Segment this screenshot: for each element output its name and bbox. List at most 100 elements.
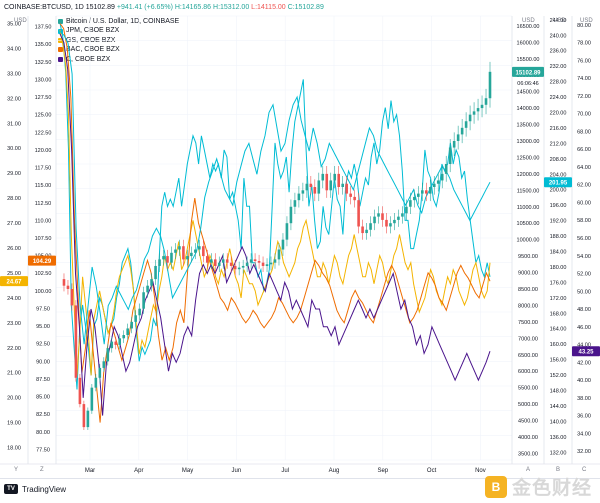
price-badges: 15102.89 06:06:46 201.95 43.25 104.29 24.67	[0, 66, 600, 357]
axis-tick-label: 11000.00	[517, 205, 540, 211]
candle-body	[178, 246, 181, 250]
candle-body	[413, 196, 416, 201]
legend-swatch	[58, 56, 63, 62]
axis-tick-label: 20.00	[7, 396, 21, 402]
candle-body	[337, 173, 341, 188]
candle-body	[401, 213, 404, 217]
axis-tick-label: 68.00	[577, 129, 591, 135]
axis-tick-label: 5000.00	[518, 402, 538, 408]
candle-body	[281, 239, 285, 250]
axis-tick-label: 13500.00	[517, 123, 540, 129]
axis-tick-label: 7000.00	[518, 336, 538, 342]
c-price-axis[interactable]: 80.00 78.00 76.00 74.00 72.00 70.00 68.00 66.00…	[577, 23, 591, 455]
axis-tick-label: 74.00	[577, 76, 591, 82]
candle-body	[206, 256, 209, 263]
candle-body	[476, 108, 480, 112]
axis-tick-label: 196.00	[550, 203, 567, 209]
x-tick-label: May	[182, 468, 193, 474]
candle-body	[289, 206, 293, 224]
series-line	[59, 33, 491, 416]
candle-body	[373, 216, 376, 224]
candle-body	[237, 267, 241, 270]
axis-tick-label: 140.00	[550, 419, 567, 425]
axis-tick-label: 15500.00	[517, 57, 540, 63]
axis-tick-label: 12500.00	[517, 155, 540, 161]
badge-btc-time: 06:06:46	[517, 81, 538, 87]
axis-tick-label: 9000.00	[518, 271, 538, 277]
axis-tick-label: 50.00	[577, 289, 591, 295]
candle-body	[221, 259, 225, 263]
legend-swatch	[58, 47, 63, 53]
btc-price-axis[interactable]: 16500.0016000.0015500.0015000.0014500.00…	[517, 24, 540, 458]
axis-tick-label: 35.00	[7, 21, 21, 27]
legend-item-bac[interactable]: BAC, CBOE BZX	[58, 45, 179, 54]
candle-body	[182, 246, 185, 260]
watermark-logo-icon: B	[484, 475, 507, 498]
axis-tick-label: 92.50	[36, 342, 50, 348]
series-line	[59, 30, 491, 376]
candle-body	[381, 213, 384, 220]
tradingview-brand[interactable]: TV TradingView	[4, 484, 66, 494]
axis-tick-label: 8500.00	[518, 287, 538, 293]
candle-body	[317, 180, 321, 194]
axis-tick-label: 29.00	[7, 171, 21, 177]
axis-tick-label: 112.50	[35, 201, 51, 207]
axis-tick-label: 16000.00	[517, 40, 540, 46]
candle-body	[194, 249, 197, 253]
axis-tick-label: 176.00	[550, 280, 567, 286]
axis-tick-label: 216.00	[550, 126, 567, 132]
axis-tick-label: 232.00	[550, 64, 567, 70]
axis-tick-label: 10500.00	[517, 221, 540, 227]
candle-body	[154, 265, 157, 280]
axis-tick-label: 120.00	[35, 148, 52, 154]
x-tick-label: Jul	[281, 468, 289, 474]
axis-tick-label: 244.00	[550, 18, 567, 24]
candle-body	[484, 98, 488, 105]
axis-tick-label: 156.00	[550, 358, 567, 364]
symbol-name[interactable]: COINBASE:BTCUSD	[4, 4, 71, 11]
candle-body	[460, 127, 464, 135]
axis-tick-label: 224.00	[550, 95, 567, 101]
candle-body	[229, 262, 233, 266]
candle-body	[369, 223, 372, 230]
candle-body	[94, 377, 98, 388]
badge-bac-bg	[0, 276, 28, 287]
axis-tick-label: 18.00	[7, 446, 21, 452]
axis-letter-y: Y	[14, 467, 18, 473]
axis-header-r2: USD	[553, 18, 566, 24]
legend-label: BAC, CBOE BZX	[66, 46, 120, 54]
axis-tick-label: 160.00	[550, 342, 567, 348]
footer-bar: TV TradingView B 金色财经	[0, 475, 600, 503]
axis-tick-label: 236.00	[550, 49, 567, 55]
axis-header-r1: USD	[522, 18, 535, 24]
price-chart[interactable]: 35.00 34.00 33.00 32.00 31.00 30.00 29.00 28.00…	[0, 0, 600, 478]
candle-body	[444, 164, 448, 174]
axis-tick-label: 4000.00	[518, 435, 538, 441]
legend-item-c[interactable]: C, CBOE BZX	[58, 55, 179, 64]
left-price-axis[interactable]: 35.00 34.00 33.00 32.00 31.00 30.00 29.00 28.00…	[7, 21, 21, 451]
interval[interactable]: 1D	[74, 4, 84, 11]
axis-tick-label: 12000.00	[517, 172, 540, 178]
axis-tick-label: 30.00	[7, 146, 21, 152]
x-tick-label: Oct	[427, 468, 437, 474]
candle-body	[480, 104, 484, 109]
legend-item-btc[interactable]: Bitcoin / U.S. Dollar, 1D, COINBASE	[58, 17, 179, 26]
legend-swatch	[58, 19, 63, 25]
axis-tick-label: 42.00	[577, 360, 591, 366]
axis-tick-label: 208.00	[550, 157, 567, 163]
axis-tick-label: 54.00	[577, 254, 591, 260]
axis-tick-label: 80.00	[36, 430, 50, 436]
open-value: 15102.89	[85, 4, 115, 11]
candle-body	[305, 183, 309, 191]
axis-tick-label: 188.00	[550, 234, 567, 240]
time-axis[interactable]: Mar Apr May Jun Jul Aug Sep Oct Nov	[85, 468, 486, 474]
candle-body	[122, 335, 126, 339]
left-inner-price-axis[interactable]: 137.50 135.00 132.50 130.00 127.50 125.00 122.…	[35, 25, 52, 454]
candle-body	[293, 200, 297, 207]
candle-body	[297, 193, 301, 201]
axis-tick-label: 135.00	[35, 42, 52, 48]
jpm-price-axis[interactable]: 244.00 240.00 236.00 232.00 228.00 224.00 220.…	[550, 18, 567, 456]
axis-tick-label: 64.00	[577, 165, 591, 171]
candle-body	[186, 256, 189, 260]
axis-tick-label: 76.00	[577, 58, 591, 64]
